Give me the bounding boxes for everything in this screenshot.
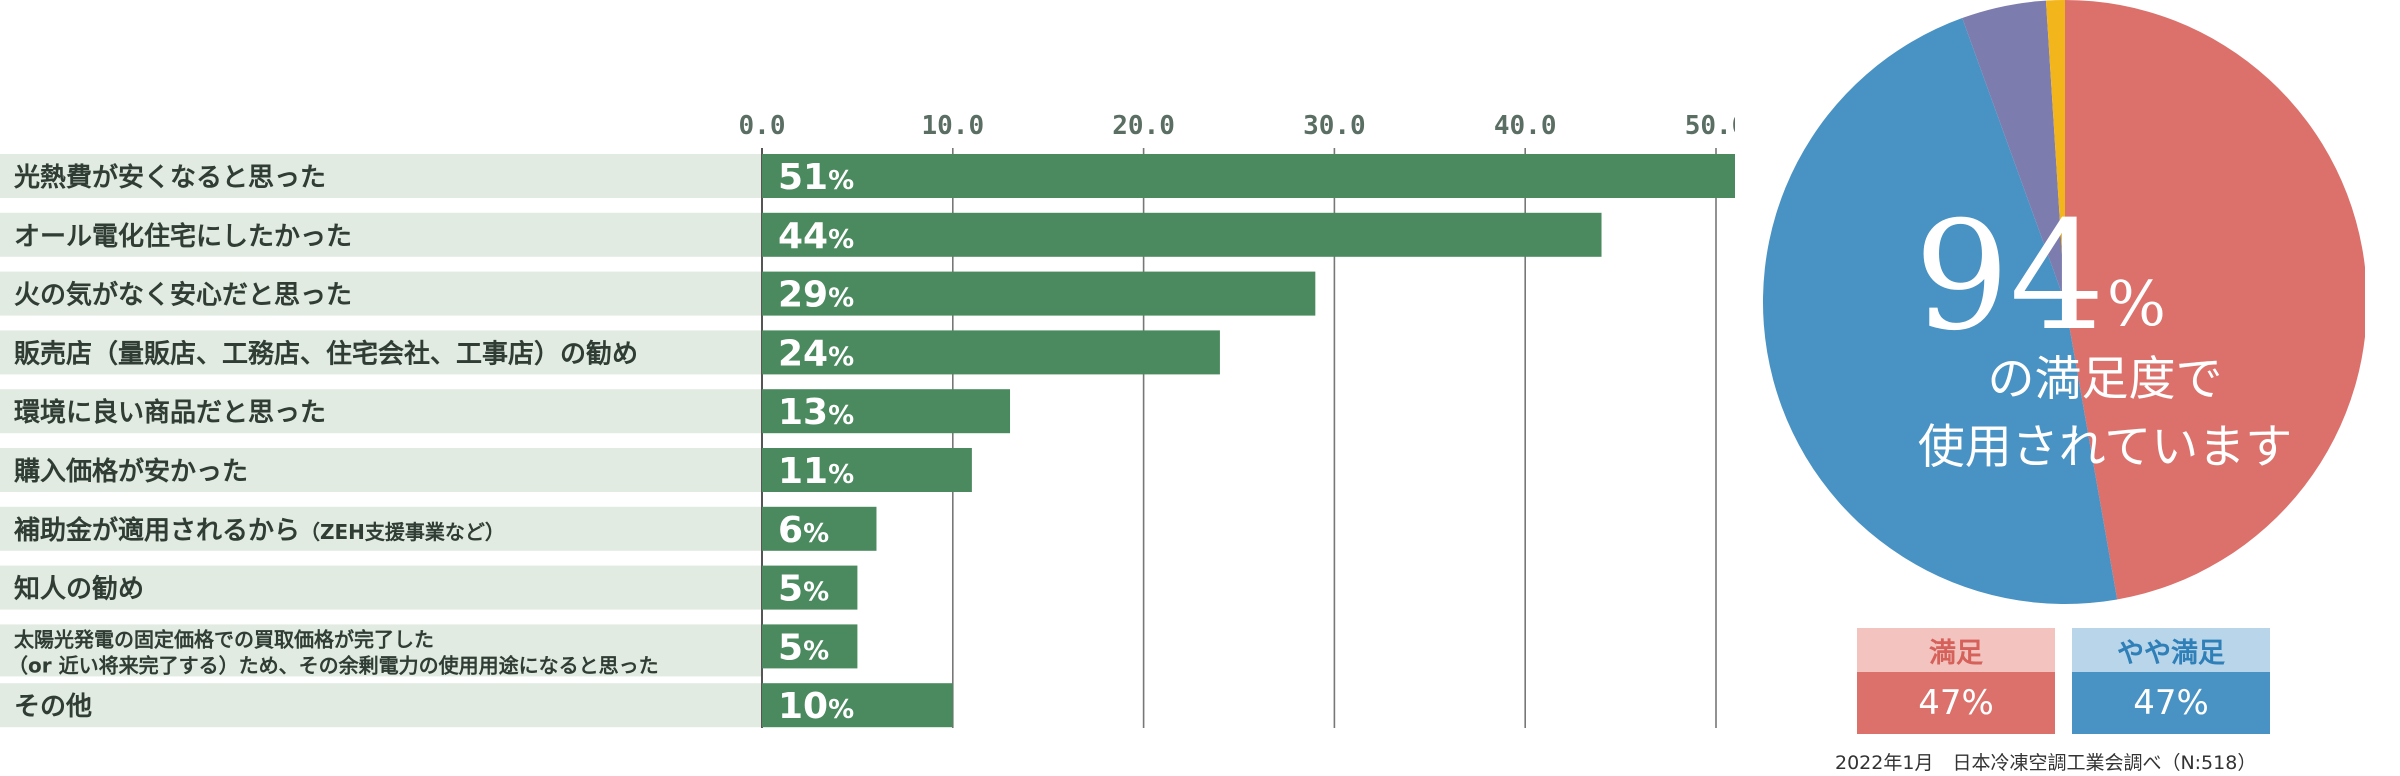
category-label-bg [0,271,762,316]
pie-center-line2: 使用されています [1918,420,2293,475]
category-label-bg [0,565,762,610]
pie-chart: 94 % の満足度で 使用されています [1762,0,2365,605]
category-label-bg [0,330,762,375]
bars-layer [762,154,1735,728]
bar-value-label: 13% [778,392,854,433]
bar-value-label: 5% [778,627,829,668]
bar-value-label: 24% [778,333,854,374]
bar [762,506,877,551]
label-background-layer [0,154,762,728]
category-label: 環境に良い商品だと思った [14,397,326,428]
x-tick-label: 0.0 [739,111,786,141]
source-note: 2022年1月 日本冷凍空調工業会調べ（N:518） [1835,752,2257,774]
category-label-bg [0,624,762,677]
x-tick-label: 40.0 [1494,111,1557,141]
bar-value-label: 44% [778,216,854,257]
bar [762,271,1316,316]
pie-slices [1762,0,2365,605]
category-label-bg [0,212,762,257]
pie-center-line1: の満足度で [1988,352,2223,407]
legend-yaya-manzoku-label: やや満足 [2072,628,2270,672]
bar [762,448,972,492]
category-label: オール電化住宅にしたかった [14,221,352,252]
bar-value-label: 11% [778,451,854,492]
x-tick-label: 30.0 [1303,111,1366,141]
category-label: 販売店（量販店、工務店、住宅会社、工事店）の勧め [14,338,638,369]
pie-slice-small [2045,0,2065,302]
category-label: その他 [14,692,92,722]
category-label: 補助金が適用されるから（ZEH支援事業など） [13,515,505,546]
bar [762,683,953,728]
category-label-bg [0,154,762,198]
legend-manzoku: 満足 47% [1857,628,2055,734]
bar [762,389,1011,434]
x-tick-label: 50.0 [1685,111,1735,141]
legend-yaya-manzoku-value: 47% [2072,672,2270,734]
legend-yaya-manzoku: やや満足 47% [2072,628,2270,734]
tick-labels: 0.0 10.0 20.0 30.0 40.0 50.0 [739,111,1735,141]
category-label: 火の気がなく安心だと思った [14,280,352,311]
category-labels: 光熱費が安くなると思ったオール電化住宅にしたかった火の気がなく安心だと思った販売… [8,162,659,722]
bar [762,565,858,610]
pie-slice-other [1962,0,2065,302]
category-label-bg [0,683,762,728]
pie-center-percent: 94 [1914,190,2105,364]
x-tick-label: 10.0 [921,111,984,141]
bar-value-label: 10% [778,686,854,727]
bar-chart: 0.0 10.0 20.0 30.0 40.0 50.0 光熱費が安くなると思ったオール電… [0,111,1735,728]
legend-manzoku-label: 満足 [1857,628,2055,672]
pie-slice-manzoku [2065,0,2365,600]
bar-value-label: 29% [778,275,854,316]
bar [762,154,1735,198]
category-label: 購入価格が安かった [14,456,248,487]
category-label-bg [0,389,762,434]
value-labels: 51% 44% 29% 24% 13% 11% 6% 5% 5% 10% [778,157,854,727]
x-tick-label: 20.0 [1112,111,1175,141]
bar-value-label: 6% [778,510,829,551]
pie-center-percent-unit: % [2107,267,2166,340]
category-label-line2: （or 近い将来完了する）ため、その余剰電力の使用用途になると思った [8,653,659,677]
category-label-bg [0,506,762,551]
bar [762,330,1220,375]
bar-value-label: 51% [778,157,854,198]
category-label: 知人の勧め [14,574,144,605]
bar [762,624,858,669]
category-label: 太陽光発電の固定価格での買取価格が完了した [14,627,434,651]
bar [762,212,1602,257]
category-label: 光熱費が安くなると思った [13,162,326,193]
bar-value-label: 5% [778,569,829,610]
category-label-bg [0,448,762,492]
pie-slice-yaya-manzoku [1762,18,2118,605]
legend-manzoku-value: 47% [1857,672,2055,734]
